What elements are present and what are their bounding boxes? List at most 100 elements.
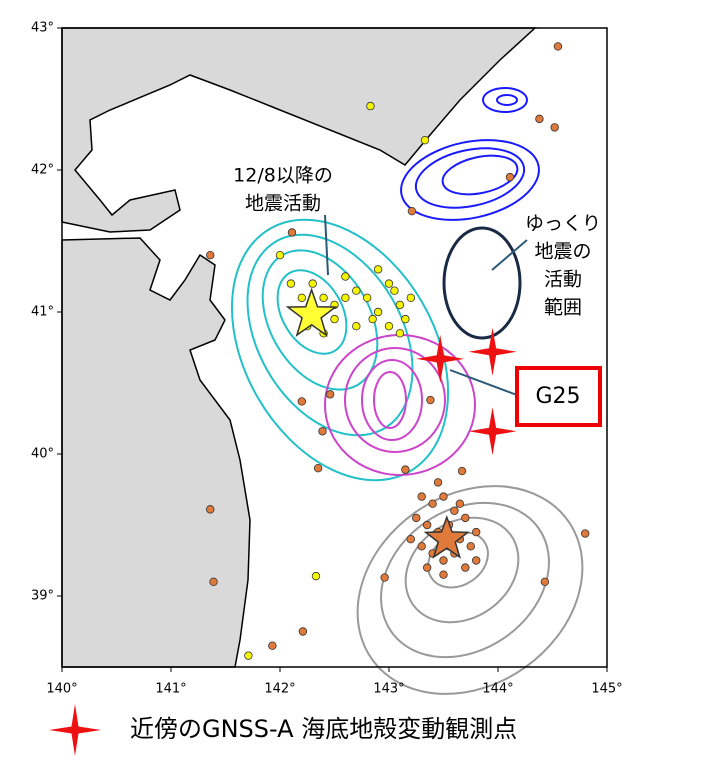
- past-event: [412, 513, 421, 523]
- recent-event: [275, 250, 285, 260]
- past-event: [417, 542, 426, 551]
- past-event: [472, 556, 481, 565]
- recent-event: [297, 293, 306, 302]
- recent-event: [368, 314, 377, 324]
- past-event: [439, 556, 448, 565]
- past-event: [450, 506, 459, 515]
- contours-blue: [400, 87, 540, 221]
- past-event: [206, 505, 215, 514]
- x-tick-label: 141°: [155, 682, 186, 697]
- past-event: [455, 499, 465, 508]
- past-event: [401, 465, 410, 474]
- annotation: 地震活動: [245, 193, 321, 215]
- past-event: [540, 577, 550, 586]
- past-event: [268, 641, 277, 650]
- gnss-a-station: [468, 327, 517, 376]
- recent-event: [384, 279, 394, 288]
- past-event: [505, 172, 515, 182]
- x-tick-label: 140°: [46, 682, 77, 697]
- past-event: [298, 627, 308, 636]
- past-event: [287, 228, 297, 237]
- contours-magenta: [324, 334, 476, 476]
- x-tick-label: 143°: [373, 682, 404, 697]
- past-event: [439, 492, 448, 501]
- past-event: [535, 114, 544, 124]
- past-event: [439, 570, 448, 579]
- station-box: [515, 366, 602, 427]
- past-event: [426, 395, 435, 405]
- annotation: 範囲: [544, 297, 582, 319]
- past-event: [461, 513, 470, 523]
- x-tick-label: 144°: [482, 682, 513, 697]
- recent-event: [244, 651, 253, 660]
- recent-event: [420, 135, 430, 145]
- recent-event: [390, 286, 399, 295]
- recent-event: [341, 293, 350, 302]
- leader-line: [491, 239, 528, 271]
- past-event: [209, 577, 218, 586]
- slow-slip-area: [442, 226, 522, 340]
- past-event: [407, 206, 417, 216]
- past-event: [325, 390, 335, 399]
- leader-line: [449, 369, 518, 396]
- map-frame: [61, 27, 608, 668]
- past-event: [457, 466, 467, 476]
- recent-event: [352, 286, 361, 295]
- recent-event: [330, 314, 339, 324]
- y-tick-label: 39°: [31, 589, 54, 604]
- annotation: ゆっくり: [525, 213, 601, 235]
- y-tick-label: 41°: [31, 305, 54, 320]
- recent-event: [395, 329, 405, 338]
- y-tick-label: 42°: [31, 163, 54, 178]
- past-event: [417, 492, 426, 501]
- past-event: [380, 573, 389, 582]
- recent-event: [311, 571, 321, 581]
- legend-symbol: [49, 704, 101, 756]
- hokkaido-land: [61, 27, 537, 233]
- recent-event: [373, 265, 383, 274]
- gnss-a-station: [468, 407, 517, 456]
- recent-event: [373, 307, 383, 317]
- recent-event: [341, 272, 350, 281]
- honshu-land: [61, 237, 251, 668]
- past-event: [581, 529, 590, 538]
- leader-line: [324, 214, 329, 276]
- past-event: [313, 464, 323, 473]
- recent-event: [366, 101, 375, 111]
- past-event: [466, 542, 475, 551]
- recent-event: [286, 279, 296, 288]
- recent-event: [363, 293, 372, 302]
- past-event: [428, 499, 437, 508]
- recent-event: [384, 322, 394, 331]
- contours-cyan: [230, 218, 450, 482]
- mainshock-past: [423, 514, 470, 559]
- past-event: [461, 563, 470, 572]
- annotation: 地震の: [534, 241, 591, 263]
- recent-event: [406, 293, 415, 302]
- past-event: [318, 427, 327, 436]
- past-event: [406, 535, 415, 544]
- recent-event: [352, 322, 361, 331]
- x-tick-label: 145°: [591, 682, 622, 697]
- recent-event: [319, 293, 328, 302]
- legend-label: 近傍のGNSS-A 海底地殻変動観測点: [130, 715, 517, 743]
- annotation: 活動: [544, 269, 582, 291]
- past-event: [553, 42, 563, 51]
- past-event: [206, 250, 215, 260]
- y-tick-label: 40°: [31, 447, 54, 462]
- past-event: [472, 527, 481, 537]
- past-event: [433, 478, 443, 487]
- past-event: [550, 123, 559, 132]
- recent-event: [395, 300, 405, 310]
- annotation: 12/8以降の: [233, 165, 333, 187]
- past-event: [297, 397, 306, 406]
- recent-event: [401, 314, 410, 324]
- y-tick-label: 43°: [31, 21, 54, 36]
- mainshock-recent: [285, 287, 338, 337]
- past-event: [422, 563, 432, 572]
- gnss-a-station: [416, 334, 465, 383]
- x-tick-label: 142°: [264, 682, 295, 697]
- recent-event: [308, 279, 317, 288]
- past-event: [422, 520, 432, 530]
